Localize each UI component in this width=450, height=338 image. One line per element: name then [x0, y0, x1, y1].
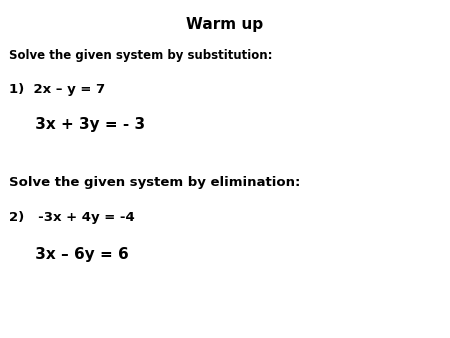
- Text: 3x + 3y = - 3: 3x + 3y = - 3: [9, 117, 145, 131]
- Text: Warm up: Warm up: [186, 17, 264, 32]
- Text: 2)   -3x + 4y = -4: 2) -3x + 4y = -4: [9, 211, 135, 224]
- Text: Solve the given system by elimination:: Solve the given system by elimination:: [9, 176, 301, 189]
- Text: 3x – 6y = 6: 3x – 6y = 6: [9, 247, 129, 262]
- Text: Solve the given system by substitution:: Solve the given system by substitution:: [9, 49, 273, 62]
- Text: 1)  2x – y = 7: 1) 2x – y = 7: [9, 83, 105, 96]
